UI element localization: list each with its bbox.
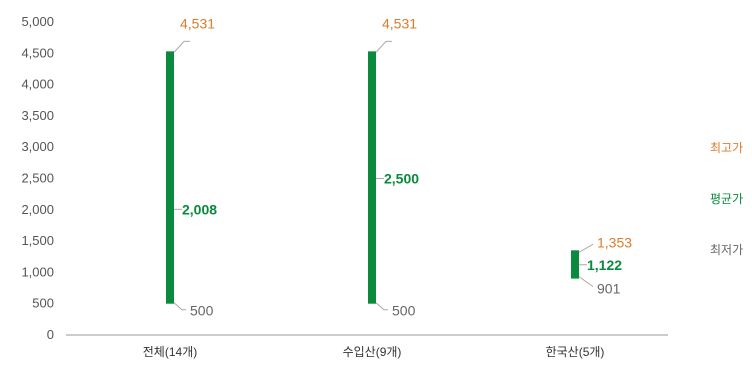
category-label: 한국산(5개) xyxy=(546,345,605,359)
y-tick-label: 3,500 xyxy=(21,108,54,123)
min-leader-line xyxy=(375,302,388,311)
y-axis: 0 500 1,000 1,500 2,000 2,500 3,000 3,500 4,000 4… xyxy=(21,14,54,342)
category-label: 수입산(9개) xyxy=(343,345,402,359)
y-tick-label: 3,000 xyxy=(21,139,54,154)
legend-entry: 평균가 xyxy=(710,192,743,206)
max-value-label: 1,353 xyxy=(597,234,632,250)
min-leader-line xyxy=(173,302,186,311)
range-bar xyxy=(368,51,376,304)
avg-value-label: 2,008 xyxy=(182,201,217,217)
y-tick-label: 2,000 xyxy=(21,202,54,217)
y-tick-label: 4,500 xyxy=(21,45,54,60)
max-leader-line xyxy=(173,40,190,53)
min-value-label: 500 xyxy=(392,303,416,319)
legend-entry: 최고가 xyxy=(710,141,743,155)
category-labels: 전체(14개) 수입산(9개) 한국산(5개) xyxy=(143,345,605,359)
y-tick-label: 2,500 xyxy=(21,171,54,186)
y-tick-label: 1,500 xyxy=(21,233,54,248)
y-tick-label: 500 xyxy=(32,296,54,311)
min-value-label: 901 xyxy=(597,281,621,297)
avg-value-label: 2,500 xyxy=(384,171,419,187)
max-leader-line xyxy=(375,40,392,53)
y-tick-label: 0 xyxy=(47,327,54,342)
range-bar xyxy=(166,51,174,304)
legend-entry: 최저가 xyxy=(710,243,743,257)
min-leader-line xyxy=(578,276,594,288)
range-bar xyxy=(571,250,579,279)
y-tick-label: 5,000 xyxy=(21,14,54,29)
avg-value-label: 1,122 xyxy=(587,257,622,273)
y-tick-label: 4,000 xyxy=(21,77,54,92)
bars: 4,531 2,008 500 4,531 2,500 500 1,353 1,122 901 xyxy=(166,15,632,319)
y-tick-label: 1,000 xyxy=(21,264,54,279)
max-value-label: 4,531 xyxy=(382,15,417,31)
min-value-label: 500 xyxy=(190,303,214,319)
max-value-label: 4,531 xyxy=(180,15,215,31)
category-label: 전체(14개) xyxy=(143,345,197,359)
max-leader-line xyxy=(578,243,594,253)
